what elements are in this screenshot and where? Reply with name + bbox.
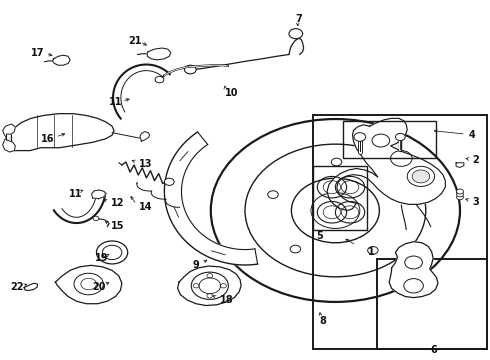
Bar	[314, 166, 367, 230]
Polygon shape	[24, 283, 37, 291]
Circle shape	[405, 256, 422, 269]
Polygon shape	[177, 266, 241, 306]
Polygon shape	[327, 118, 445, 211]
Text: 4: 4	[469, 130, 475, 140]
Text: 11: 11	[69, 189, 83, 199]
Circle shape	[191, 272, 228, 300]
Text: 9: 9	[193, 260, 199, 270]
Bar	[377, 259, 487, 348]
Text: 2: 2	[472, 155, 479, 165]
Circle shape	[395, 134, 405, 140]
Polygon shape	[140, 132, 150, 141]
Circle shape	[457, 192, 464, 197]
Text: 3: 3	[472, 197, 479, 207]
Text: 8: 8	[319, 316, 326, 325]
Polygon shape	[92, 190, 106, 199]
Circle shape	[457, 195, 464, 200]
Circle shape	[74, 273, 103, 295]
Text: 18: 18	[220, 295, 233, 305]
Text: 14: 14	[139, 202, 152, 212]
Circle shape	[184, 65, 196, 74]
Text: 17: 17	[31, 48, 45, 58]
Text: 20: 20	[93, 282, 106, 292]
Polygon shape	[2, 124, 15, 152]
Text: 10: 10	[224, 88, 238, 98]
Circle shape	[164, 178, 174, 185]
Text: 22: 22	[10, 282, 24, 292]
Polygon shape	[389, 242, 438, 298]
Polygon shape	[11, 114, 114, 150]
Circle shape	[457, 189, 464, 194]
Text: 19: 19	[95, 253, 108, 263]
Text: 7: 7	[296, 14, 302, 24]
Text: 15: 15	[111, 221, 124, 231]
Text: 5: 5	[316, 231, 322, 240]
Polygon shape	[147, 48, 171, 60]
Circle shape	[354, 133, 366, 141]
Circle shape	[412, 170, 430, 183]
Text: 16: 16	[41, 134, 54, 144]
Text: 6: 6	[431, 345, 438, 355]
Circle shape	[404, 279, 423, 293]
Polygon shape	[52, 55, 70, 65]
Text: 12: 12	[111, 198, 124, 208]
Polygon shape	[456, 163, 464, 167]
Text: 11: 11	[109, 97, 122, 107]
Circle shape	[97, 241, 128, 264]
Text: 1: 1	[368, 247, 375, 257]
Polygon shape	[164, 132, 258, 265]
Circle shape	[93, 216, 99, 221]
Circle shape	[155, 76, 164, 83]
Text: 13: 13	[139, 159, 152, 169]
Text: 21: 21	[129, 36, 142, 46]
Circle shape	[289, 29, 303, 39]
Bar	[343, 121, 436, 158]
Polygon shape	[55, 265, 122, 304]
Bar	[314, 116, 487, 348]
